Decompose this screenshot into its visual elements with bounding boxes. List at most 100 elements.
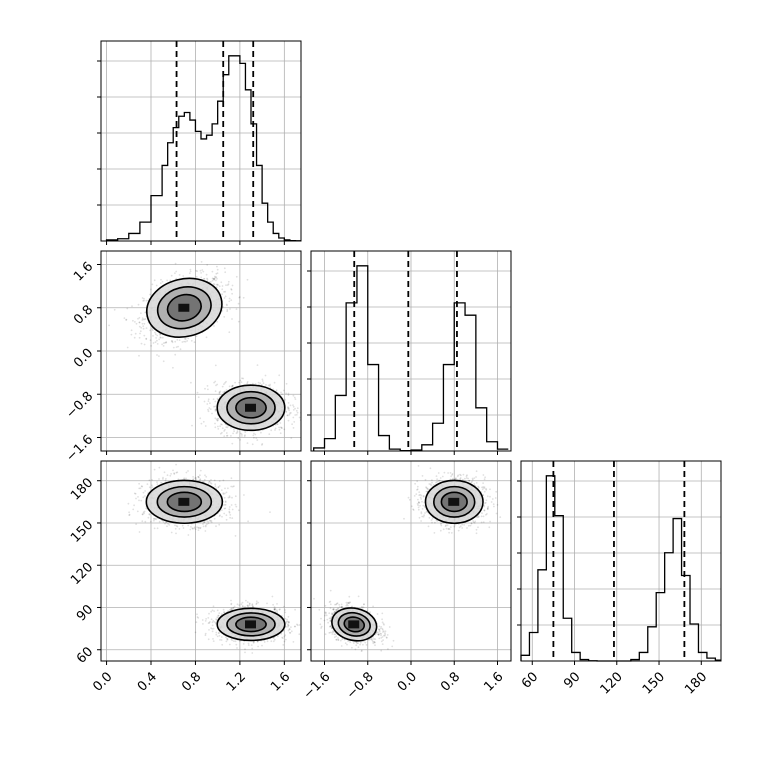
sample-point: [202, 271, 204, 273]
sample-point: [260, 432, 262, 434]
density-peak: [245, 404, 256, 412]
sample-point: [132, 509, 134, 511]
sample-point: [256, 600, 258, 602]
sample-point: [142, 496, 144, 498]
sample-point: [226, 304, 228, 306]
sample-point: [165, 522, 167, 524]
sample-point: [247, 601, 249, 603]
sample-point: [221, 293, 223, 295]
sample-point: [153, 342, 155, 344]
sample-point: [230, 427, 232, 429]
sample-point: [224, 297, 226, 299]
sample-point: [134, 337, 136, 339]
sample-point: [217, 272, 219, 274]
sample-point: [223, 609, 225, 611]
sample-point: [216, 321, 218, 323]
sample-point: [283, 429, 285, 431]
sample-point: [269, 511, 271, 513]
sample-point: [126, 308, 128, 310]
sample-point: [135, 523, 137, 525]
sample-point: [149, 330, 151, 332]
sample-point: [214, 423, 216, 425]
sample-point: [200, 270, 202, 272]
sample-point: [127, 347, 129, 349]
sample-point: [217, 284, 219, 286]
sample-point: [292, 404, 294, 406]
sample-point: [292, 417, 294, 419]
sample-point: [274, 382, 276, 384]
sample-point: [214, 381, 216, 383]
sample-point: [149, 294, 151, 296]
sample-point: [251, 652, 253, 654]
sample-point: [239, 439, 241, 441]
sample-point: [239, 380, 241, 382]
sample-point: [139, 326, 141, 328]
sample-point: [143, 492, 145, 494]
sample-point: [165, 480, 167, 482]
sample-point: [142, 323, 144, 325]
sample-point: [247, 442, 249, 444]
sample-point: [131, 329, 133, 331]
sample-point: [229, 386, 231, 388]
sample-point: [156, 481, 158, 483]
sample-point: [231, 318, 233, 320]
sample-point: [233, 640, 235, 642]
sample-point: [177, 526, 179, 528]
sample-point: [153, 518, 155, 520]
sample-point: [231, 477, 233, 479]
sample-point: [232, 285, 234, 287]
sample-point: [169, 475, 171, 477]
sample-point: [138, 500, 140, 502]
sample-point: [283, 606, 285, 608]
sample-point: [226, 492, 228, 494]
sample-point: [213, 325, 215, 327]
sample-point: [149, 486, 151, 488]
sample-point: [238, 321, 240, 323]
sample-point: [138, 355, 140, 357]
sample-point: [211, 618, 213, 620]
sample-point: [144, 490, 146, 492]
sample-point: [197, 617, 199, 619]
sample-point: [152, 335, 154, 337]
sample-point: [230, 299, 232, 301]
sample-point: [274, 429, 276, 431]
sample-point: [289, 412, 291, 414]
sample-point: [212, 610, 214, 612]
sample-point: [125, 319, 127, 321]
sample-point: [220, 423, 222, 425]
sample-point: [279, 429, 281, 431]
sample-point: [214, 426, 216, 428]
sample-point: [156, 340, 158, 342]
sample-point: [269, 385, 271, 387]
sample-point: [202, 523, 204, 525]
sample-point: [199, 479, 201, 481]
sample-point: [185, 338, 187, 340]
panel-background: [521, 461, 721, 661]
sample-point: [138, 304, 140, 306]
sample-point: [238, 303, 240, 305]
sample-point: [232, 385, 234, 387]
sample-point: [216, 266, 218, 268]
sample-point: [203, 421, 205, 423]
sample-point: [232, 433, 234, 435]
sample-point: [288, 402, 290, 404]
sample-point: [202, 623, 204, 625]
sample-point: [157, 527, 159, 529]
sample-point: [253, 433, 255, 435]
sample-point: [214, 401, 216, 403]
sample-point: [191, 425, 193, 427]
sample-point: [142, 325, 144, 327]
sample-point: [265, 375, 267, 377]
sample-point: [229, 298, 231, 300]
sample-point: [146, 300, 148, 302]
sample-point: [241, 435, 243, 437]
sample-point: [226, 514, 228, 516]
sample-point: [282, 644, 284, 646]
sample-point: [159, 467, 161, 469]
sample-point: [114, 309, 116, 311]
sample-point: [164, 471, 166, 473]
sample-point: [275, 428, 277, 430]
sample-point: [136, 323, 138, 325]
sample-point: [183, 527, 185, 529]
